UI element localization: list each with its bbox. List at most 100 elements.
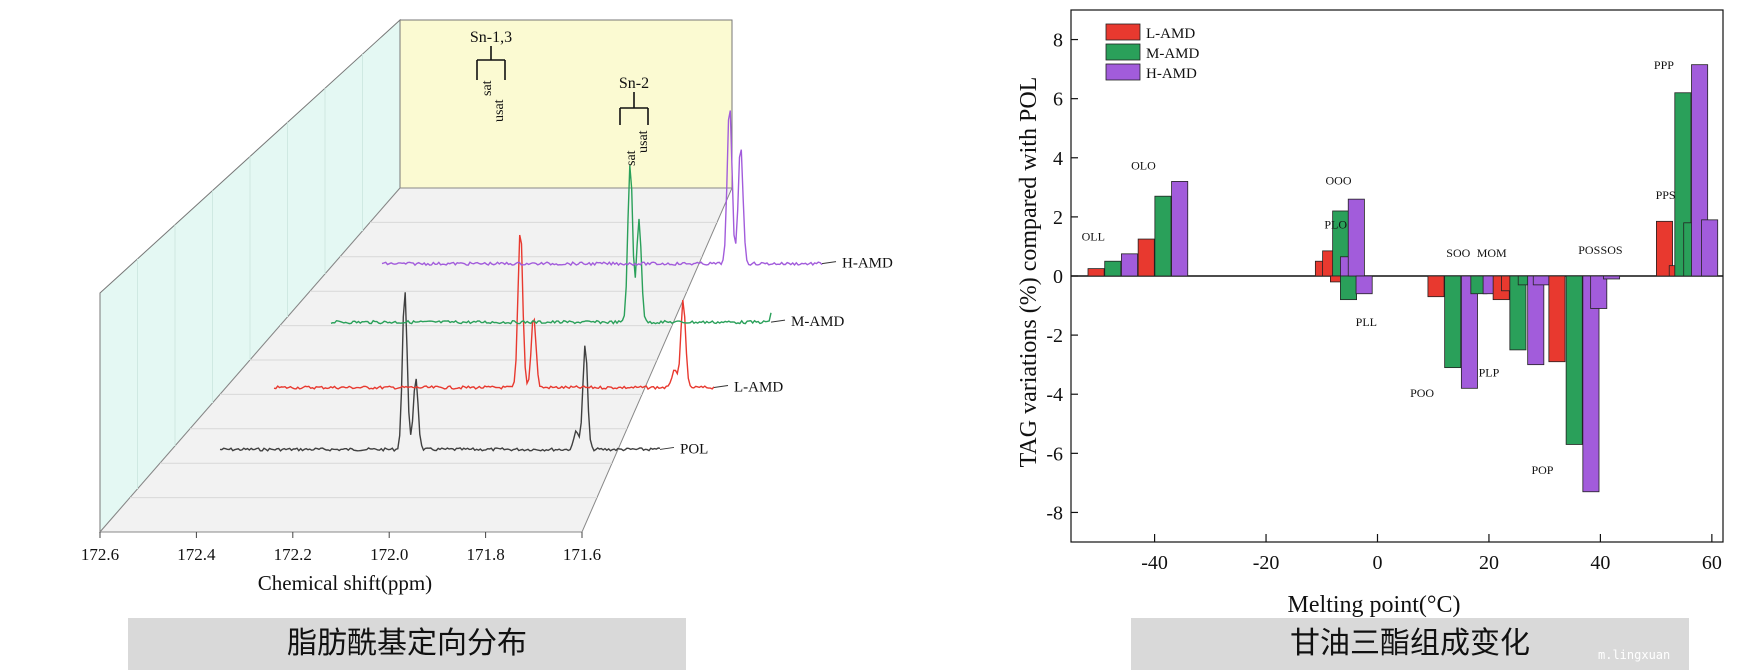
bar-h-amd xyxy=(1603,275,1621,280)
bar-m-amd xyxy=(1444,275,1462,369)
annotation-sn13-label: Sn-1,3 xyxy=(470,29,512,46)
x-tick-label: 172.0 xyxy=(370,545,408,564)
y-tick-label: 0 xyxy=(1053,266,1063,288)
bar-l-amd xyxy=(1501,275,1519,292)
tag-label-sos: SOS xyxy=(1601,243,1623,257)
trace-label: H-AMD xyxy=(842,256,893,272)
bar-l-amd xyxy=(1656,220,1673,277)
x-tick-label: 40 xyxy=(1590,552,1610,574)
bar-l-amd xyxy=(1492,275,1510,301)
y-tick-label: 2 xyxy=(1053,207,1063,229)
bar-h-amd xyxy=(1590,275,1608,309)
bar-m-amd xyxy=(1509,275,1527,351)
bar-l-amd xyxy=(1137,238,1155,277)
x-axis-label: Chemical shift(ppm) xyxy=(258,571,432,595)
legend-label: H-AMD xyxy=(1146,66,1197,82)
trace-label: POL xyxy=(680,441,708,457)
bar-l-amd xyxy=(1427,275,1445,298)
bar-h-amd xyxy=(1582,275,1600,493)
bar-l-amd xyxy=(1087,268,1105,277)
annotation-sn2-sat: sat xyxy=(624,150,639,166)
legend-swatch xyxy=(1105,43,1141,61)
bar-m-amd xyxy=(1683,222,1701,277)
x-tick-label: 60 xyxy=(1702,552,1722,574)
watermark: m.lingxuan xyxy=(1598,648,1671,662)
tag-label-ppp: PPP xyxy=(1654,58,1674,72)
y-axis-label: TAG variations (%) compared with POL xyxy=(1016,77,1042,468)
annotation-sn13-bracket xyxy=(476,46,506,80)
x-tick-label: 171.6 xyxy=(563,545,601,564)
x-tick-label: 172.4 xyxy=(177,545,216,564)
trace-h-amd: H-AMD xyxy=(381,110,893,272)
caption-right: 甘油三酯组成变化 xyxy=(1131,618,1689,670)
trace-leader xyxy=(659,446,675,450)
tag-label-poo: POO xyxy=(1410,386,1434,400)
x-tick-label: 0 xyxy=(1372,552,1382,574)
y-tick-label: 8 xyxy=(1053,30,1063,52)
x-tick-label: 172.2 xyxy=(274,545,312,564)
tag-label-pps: PPS xyxy=(1656,188,1676,202)
tag-label-olo: OLO xyxy=(1131,159,1156,173)
trace-leader xyxy=(713,385,729,389)
tag-label-pll: PLL xyxy=(1356,315,1377,329)
bar-l-amd xyxy=(1314,260,1332,277)
y-tick-label: -4 xyxy=(1046,384,1063,406)
y-tick-label: -6 xyxy=(1046,443,1063,465)
bar-m-amd xyxy=(1332,210,1350,277)
tag-label-soo: SOO xyxy=(1446,246,1470,260)
x-tick-label: 171.8 xyxy=(466,545,504,564)
trace-leader xyxy=(821,261,837,265)
x-tick-label: 20 xyxy=(1479,552,1499,574)
nmr-waterfall-chart: POL L-AMD M-AMD H-AMD 172.6 172.4 172.2 172.0 1… xyxy=(81,18,893,595)
trace-line xyxy=(381,110,823,267)
x-tick-label: -40 xyxy=(1141,552,1168,574)
tag-label-plp: PLP xyxy=(1479,365,1500,379)
bar-l-amd xyxy=(1330,275,1347,283)
bar-h-amd xyxy=(1121,253,1138,277)
y-tick-label: 4 xyxy=(1053,148,1063,170)
trace-line xyxy=(330,165,772,325)
legend-swatch xyxy=(1105,63,1141,81)
bar-l-amd xyxy=(1668,265,1686,277)
bar-h-amd xyxy=(1171,181,1189,277)
bar-m-amd xyxy=(1674,92,1692,277)
plot-frame xyxy=(1070,9,1724,543)
tag-label-plo: PLO xyxy=(1324,218,1347,232)
back-wall xyxy=(399,19,733,189)
bar-l-amd xyxy=(1322,250,1340,277)
legend-label: L-AMD xyxy=(1146,26,1195,42)
bar-h-amd xyxy=(1701,219,1719,277)
trace-line xyxy=(219,292,661,452)
annotation-sn2-bracket xyxy=(619,92,649,125)
caption-left: 脂肪酰基定向分布 xyxy=(128,618,686,670)
tag-label-pos: POS xyxy=(1578,243,1600,257)
tag-label-oll: OLL xyxy=(1082,230,1105,244)
bar-h-amd xyxy=(1527,275,1545,366)
bar-m-amd xyxy=(1340,275,1357,301)
legend-label: M-AMD xyxy=(1146,46,1200,62)
bar-h-amd xyxy=(1532,275,1550,286)
trace-label: M-AMD xyxy=(791,314,845,330)
tag-label-mom: MOM xyxy=(1477,246,1507,260)
y-tick-label: -2 xyxy=(1046,325,1063,347)
bar-m-amd xyxy=(1104,260,1122,277)
tag-label-ooo: OOO xyxy=(1325,173,1351,187)
annotation-sn2-label: Sn-2 xyxy=(619,75,649,92)
trace-l-amd: L-AMD xyxy=(273,234,783,396)
trace-label: L-AMD xyxy=(734,380,783,396)
bar-h-amd xyxy=(1482,275,1500,295)
tag-label-pop: POP xyxy=(1531,463,1553,477)
y-tick-label: -8 xyxy=(1046,502,1063,524)
trace-line xyxy=(273,234,715,390)
bar-h-amd xyxy=(1691,64,1709,277)
bar-l-amd xyxy=(1548,275,1566,363)
bar-m-amd xyxy=(1565,275,1583,445)
annotation-sn13-usat: usat xyxy=(492,99,507,122)
annotation-sn13-sat: sat xyxy=(480,80,495,96)
annotation-sn2-usat: usat xyxy=(636,130,651,153)
legend: L-AMD M-AMD H-AMD xyxy=(1105,23,1200,82)
x-axis-label: Melting point(°C) xyxy=(1288,592,1461,618)
legend-swatch xyxy=(1105,23,1141,41)
bar-h-amd xyxy=(1460,275,1478,389)
trace-m-amd: M-AMD xyxy=(330,165,845,330)
